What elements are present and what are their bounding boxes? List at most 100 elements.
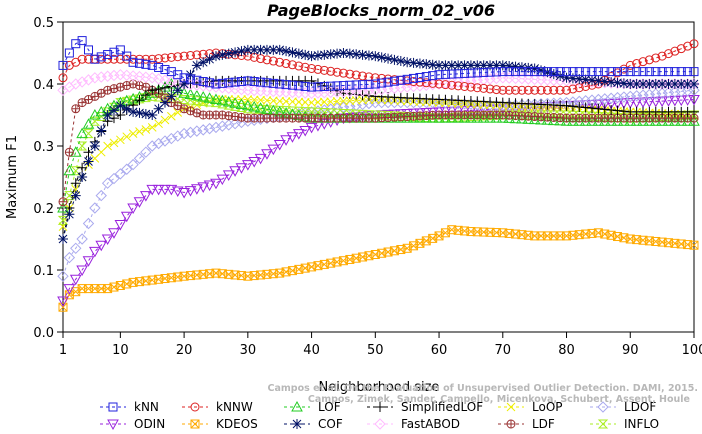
data-point	[307, 82, 317, 92]
data-point	[166, 67, 176, 77]
data-point	[115, 45, 125, 55]
legend-item-lof: LOF	[284, 400, 341, 414]
data-point	[154, 62, 164, 72]
data-point	[173, 70, 183, 80]
legend-item-ldof: LDOF	[590, 400, 656, 414]
data-point	[77, 172, 88, 182]
data-point	[363, 50, 374, 61]
data-point	[656, 96, 668, 108]
data-point	[152, 73, 165, 85]
data-point	[103, 54, 113, 64]
legend-label: COF	[318, 417, 343, 431]
data-point	[70, 190, 81, 201]
data-point	[140, 90, 151, 101]
legend-marker	[506, 402, 516, 412]
data-point	[64, 209, 75, 220]
data-point	[128, 57, 138, 67]
data-point	[255, 44, 266, 55]
data-point	[364, 72, 374, 82]
data-point	[203, 92, 216, 103]
data-point	[83, 129, 94, 139]
data-point	[115, 54, 125, 64]
data-point	[248, 100, 261, 112]
data-point	[383, 53, 394, 64]
data-point	[191, 125, 203, 137]
data-point	[491, 85, 501, 95]
data-point	[530, 85, 540, 95]
data-point	[388, 109, 401, 121]
data-point	[504, 61, 515, 72]
data-point	[465, 112, 477, 123]
data-point	[326, 81, 336, 91]
data-point	[147, 54, 157, 64]
data-point	[121, 163, 133, 175]
data-point	[243, 76, 253, 86]
data-point	[415, 72, 425, 82]
data-point	[96, 125, 107, 136]
data-point	[345, 69, 355, 79]
data-point	[127, 158, 139, 171]
data-point	[606, 67, 616, 77]
x-tick-label: 90	[622, 343, 639, 358]
data-point	[453, 69, 463, 79]
data-point	[408, 57, 419, 68]
data-point	[197, 182, 210, 193]
series-line	[62, 83, 694, 202]
credit-line-2: Campos, Zimek, Sander, Campello, Micenko…	[308, 394, 690, 405]
data-point	[485, 84, 495, 94]
legend-marker	[374, 418, 386, 430]
data-point	[383, 77, 393, 87]
data-point	[146, 140, 158, 152]
legend: kNN ODIN kNNW KDEOS LOF COF SimplifiedLOF FastA…	[100, 400, 659, 431]
series-line	[62, 99, 695, 302]
data-point	[555, 67, 565, 77]
data-point	[460, 68, 470, 78]
data-point	[593, 75, 604, 86]
data-point	[657, 79, 668, 89]
data-point	[651, 53, 661, 63]
data-point	[76, 141, 88, 151]
data-point	[306, 75, 317, 86]
data-point	[133, 152, 146, 165]
data-point	[561, 100, 572, 111]
data-point	[630, 90, 643, 102]
data-point	[223, 119, 235, 131]
data-point	[683, 41, 693, 51]
data-point	[689, 39, 699, 49]
data-point	[458, 112, 471, 123]
legend-item-cof: COF	[284, 417, 343, 431]
data-point	[140, 146, 152, 158]
data-point	[57, 296, 69, 308]
data-point	[517, 67, 527, 77]
y-tick-label: 0.0	[33, 326, 54, 341]
data-point	[376, 52, 387, 63]
data-point	[122, 51, 132, 61]
data-point	[262, 78, 272, 88]
data-point	[440, 69, 450, 79]
data-point	[210, 121, 222, 134]
data-point	[586, 115, 598, 126]
data-point	[523, 67, 533, 77]
data-point	[662, 96, 675, 107]
data-point	[477, 112, 490, 123]
data-point	[554, 114, 567, 126]
data-point	[133, 197, 146, 208]
data-point	[58, 234, 68, 244]
data-point	[395, 82, 407, 94]
data-point	[421, 112, 432, 122]
data-point	[490, 72, 503, 85]
data-point	[121, 103, 132, 114]
series-line	[62, 229, 695, 308]
data-point	[446, 77, 458, 89]
data-point	[618, 98, 630, 109]
data-point	[185, 95, 196, 105]
data-point	[141, 59, 151, 69]
data-point	[567, 101, 578, 112]
data-point	[115, 100, 126, 111]
data-point	[592, 115, 605, 126]
data-point	[109, 47, 119, 57]
data-point	[606, 105, 617, 116]
data-point	[69, 274, 82, 286]
legend-label: kNN	[134, 400, 159, 414]
data-point	[281, 80, 291, 90]
